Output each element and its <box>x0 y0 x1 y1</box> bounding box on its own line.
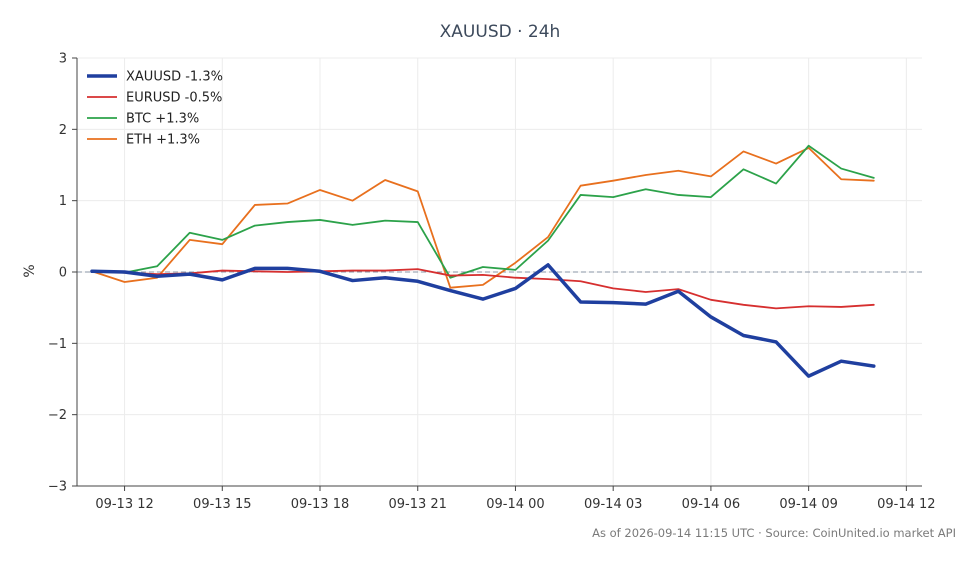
legend: XAUUSD -1.3% EURUSD -0.5% BTC +1.3% ETH +1.… <box>87 70 223 148</box>
y-tick-label: −2 <box>48 408 67 423</box>
series-line-eurusd <box>91 268 875 310</box>
y-tick-label: 2 <box>59 123 67 138</box>
x-ticks: 09-13 12 09-13 15 09-13 18 09-13 21 09-14 00… <box>95 486 936 512</box>
y-tick-label: −1 <box>48 337 67 352</box>
legend-label-eth: ETH +1.3% <box>126 133 200 148</box>
y-axis-label: % <box>22 264 38 277</box>
series-line-eth <box>91 146 875 289</box>
y-ticks: −3 −2 −1 0 1 2 3 <box>48 52 77 495</box>
y-tick-label: −3 <box>48 480 67 495</box>
series-lines <box>90 144 876 378</box>
x-tick-label: 09-13 15 <box>193 497 251 512</box>
y-tick-label: 3 <box>59 52 67 67</box>
series-line-btc <box>91 144 875 279</box>
x-tick-label: 09-14 09 <box>779 497 837 512</box>
x-tick-label: 09-14 06 <box>682 497 740 512</box>
chart-title: XAUUSD · 24h <box>440 22 561 42</box>
x-tick-label: 09-14 12 <box>877 497 935 512</box>
legend-label-eurusd: EURUSD -0.5% <box>126 91 222 106</box>
legend-label-xauusd: XAUUSD -1.3% <box>126 70 223 85</box>
x-tick-label: 09-14 00 <box>486 497 544 512</box>
x-tick-label: 09-14 03 <box>584 497 642 512</box>
x-tick-label: 09-13 12 <box>95 497 153 512</box>
y-tick-label: 0 <box>59 266 67 281</box>
y-tick-label: 1 <box>59 194 67 209</box>
legend-label-btc: BTC +1.3% <box>126 112 199 127</box>
x-tick-label: 09-13 21 <box>389 497 447 512</box>
x-tick-label: 09-13 18 <box>291 497 349 512</box>
series-line-xauusd <box>90 263 876 378</box>
footer-source: As of 2026-09-14 11:15 UTC · Source: Coi… <box>592 526 956 540</box>
